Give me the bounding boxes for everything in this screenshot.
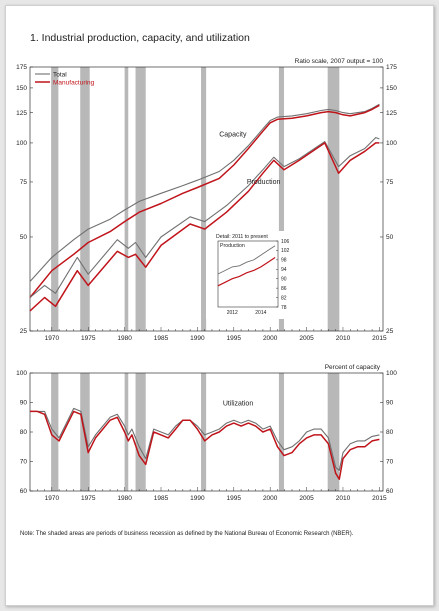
y-tick-label: 100 (16, 140, 27, 147)
recession-bar (80, 67, 90, 331)
y-tick-label: 100 (386, 140, 397, 147)
y-tick-label: 150 (386, 85, 397, 92)
x-tick-label: 2005 (299, 495, 314, 502)
inset-background (206, 231, 310, 319)
inset-y-tick-label: 86 (281, 286, 287, 292)
x-tick-label: 1985 (154, 495, 169, 502)
recession-bar (135, 67, 146, 331)
recession-bar (124, 67, 129, 331)
inset-series-line-total (217, 245, 276, 275)
utilization-annotation: Utilization (223, 400, 253, 407)
y-tick-label: 70 (386, 459, 394, 466)
y-tick-label: 125 (386, 110, 397, 117)
figure-note: Note: The shaded areas are periods of bu… (20, 531, 354, 537)
y-tick-label: 90 (20, 400, 28, 407)
legend-label-total: Total (53, 72, 67, 79)
recession-bar (201, 373, 207, 491)
legend-label-manufacturing: Manufacturing (53, 80, 95, 87)
y-tick-label: 60 (386, 488, 394, 495)
x-tick-label: 1975 (81, 335, 96, 342)
y-tick-label: 70 (20, 459, 28, 466)
x-tick-label: 1975 (81, 495, 96, 502)
x-tick-label: 2015 (372, 335, 387, 342)
x-tick-label: 1990 (190, 495, 205, 502)
scale-label: Ratio scale, 2007 output = 100 (295, 58, 384, 65)
inset-y-tick-label: 82 (281, 295, 287, 301)
recession-bar (327, 373, 340, 491)
y-tick-label: 100 (16, 370, 27, 377)
series-line-manufacturing (30, 410, 380, 480)
x-tick-label: 1995 (227, 495, 242, 502)
capacity-annotation: Capacity (219, 131, 247, 138)
y-tick-label: 125 (16, 110, 27, 117)
x-tick-label: 1980 (117, 335, 132, 342)
x-tick-label: 1970 (45, 495, 60, 502)
recession-bar (135, 373, 146, 491)
inset-y-tick-label: 78 (281, 305, 287, 311)
y-tick-label: 50 (386, 234, 394, 241)
y-tick-label: 175 (386, 64, 397, 71)
x-tick-label: 2000 (263, 335, 278, 342)
plot-frame (29, 66, 384, 332)
inset-x-tick-label: 2014 (255, 310, 266, 316)
series-line-total-capacity (29, 103, 380, 282)
series-line-manufacturing-production (29, 142, 380, 312)
recession-bar (278, 373, 285, 491)
x-tick-label: 2015 (372, 495, 387, 502)
y-tick-label: 75 (20, 179, 28, 186)
inset-y-tick-label: 106 (281, 239, 290, 245)
inset-label: Production (220, 243, 245, 249)
y-tick-label: 100 (386, 370, 397, 377)
y-tick-label: 90 (386, 400, 394, 407)
recession-bar (327, 67, 340, 331)
x-tick-label: 1985 (154, 335, 169, 342)
inset-series-line-manufacturing (217, 256, 276, 287)
y-tick-label: 80 (20, 429, 28, 436)
production-annotation: Production (247, 179, 281, 186)
x-tick-label: 1980 (117, 495, 132, 502)
figure-title: 1. Industrial production, capacity, and … (30, 32, 250, 44)
y-tick-label: 25 (386, 328, 394, 335)
inset-y-tick-label: 90 (281, 277, 287, 283)
y-tick-label: 60 (20, 488, 28, 495)
recession-bar (51, 67, 59, 331)
x-tick-label: 1995 (227, 335, 242, 342)
y-tick-label: 50 (20, 234, 28, 241)
x-tick-label: 2000 (263, 495, 278, 502)
series-line-total-production (29, 137, 380, 298)
y-tick-label: 175 (16, 64, 27, 71)
recession-bar (278, 67, 285, 331)
recession-bar (201, 67, 207, 331)
y-tick-label: 150 (16, 85, 27, 92)
scale-label-utilization: Percent of capacity (325, 364, 381, 371)
y-tick-label: 75 (386, 179, 394, 186)
inset-title: Detail: 2011 to present (216, 234, 268, 240)
x-tick-label: 1990 (190, 335, 205, 342)
recession-bar (124, 373, 129, 491)
series-line-total (30, 407, 380, 471)
y-tick-label: 80 (386, 429, 394, 436)
series-line-manufacturing-capacity (29, 104, 380, 298)
inset-y-tick-label: 94 (281, 267, 287, 273)
x-tick-label: 2010 (336, 495, 351, 502)
x-tick-label: 2005 (299, 335, 314, 342)
x-tick-label: 2010 (336, 335, 351, 342)
inset-y-tick-label: 98 (281, 258, 287, 264)
inset-y-tick-label: 102 (281, 248, 290, 254)
y-tick-label: 25 (20, 328, 28, 335)
inset-x-tick-label: 2012 (227, 310, 238, 316)
x-tick-label: 1970 (45, 335, 60, 342)
